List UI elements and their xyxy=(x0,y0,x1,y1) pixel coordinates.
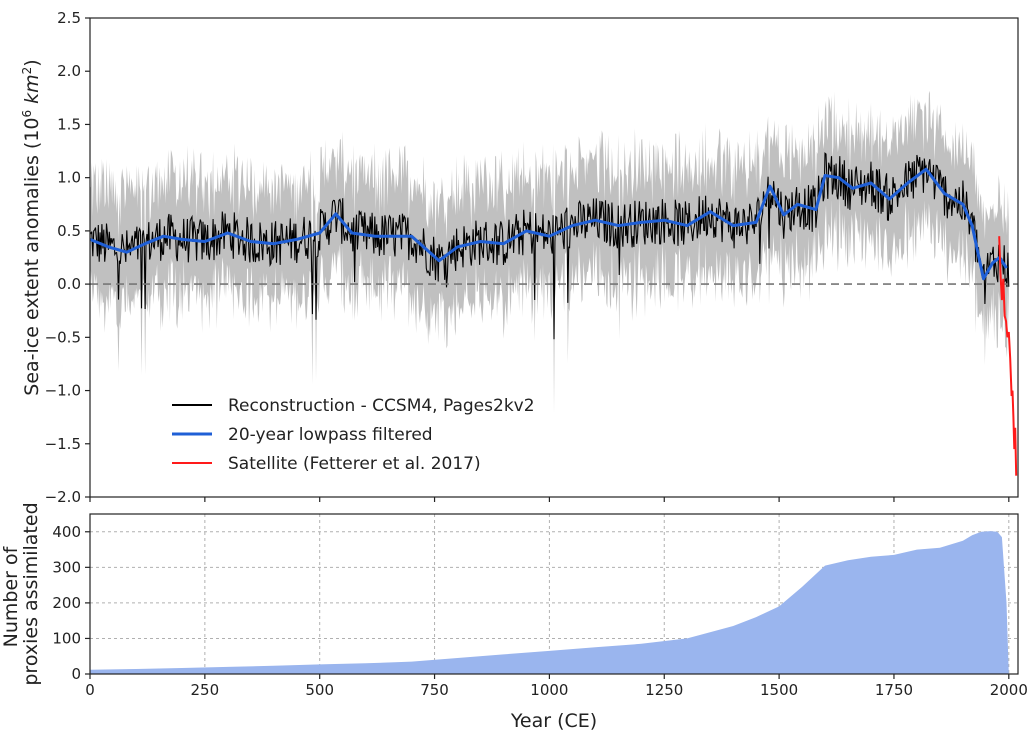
reconstruction-line xyxy=(89,152,1010,340)
top-y-tick-label: 1.5 xyxy=(57,115,81,133)
top-y-tick-label: −1.5 xyxy=(45,435,81,453)
bottom-y-tick-label: 200 xyxy=(52,594,81,612)
bottom-y-tick-label: 400 xyxy=(52,523,81,541)
bottom-x-tick-label: 1750 xyxy=(875,681,913,699)
top-y-tick-label: 2.5 xyxy=(57,9,81,27)
lowpass-line xyxy=(89,167,1008,281)
bottom-x-tick-label: 0 xyxy=(85,681,95,699)
top-y-tick-label: 0.5 xyxy=(57,222,81,240)
ylabel-sup: 6 xyxy=(20,110,34,118)
top-y-axis-title: Sea-ice extent anomalies (106 km2) xyxy=(20,59,43,395)
legend-label-lowpass: 20-year lowpass filtered xyxy=(228,425,433,445)
top-panel: −2.0 −1.5 −1.0 −0.5 0.0 0.5 1.0 1.5 2.0 2.5 Sea-i… xyxy=(20,9,1019,506)
proxies-area xyxy=(90,531,1009,674)
top-y-tick-label: −0.5 xyxy=(45,328,81,346)
bottom-x-tick-label: 250 xyxy=(191,681,220,699)
top-y-tick-label: 2.0 xyxy=(57,62,81,80)
bottom-x-tick-label: 750 xyxy=(420,681,449,699)
bottom-y-axis-ticks: 0 100 200 300 400 xyxy=(52,523,90,683)
satellite-line xyxy=(998,236,1018,476)
ylabel-main: Sea-ice extent anomalies (10 xyxy=(21,118,43,396)
lowpass-series xyxy=(89,167,1008,281)
satellite-series xyxy=(998,236,1018,476)
uncertainty-band-area xyxy=(90,90,1009,413)
uncertainty-band xyxy=(90,90,1009,413)
bottom-y-tick-label: 100 xyxy=(52,629,81,647)
bottom-x-tick-label: 2000 xyxy=(990,681,1028,699)
bottom-x-tick-label: 1250 xyxy=(645,681,683,699)
bottom-y-axis-title: Number of proxies assimilated xyxy=(0,502,42,685)
bottom-plot-frame xyxy=(89,513,1019,675)
bottom-panel: 0 100 200 300 400 0 250 500 750 1000 1250 1500 1750… xyxy=(0,502,1028,732)
legend-label-satellite: Satellite (Fetterer et al. 2017) xyxy=(228,454,481,474)
legend-label-reconstruction: Reconstruction - CCSM4, Pages2kv2 xyxy=(228,396,535,416)
reconstruction-series xyxy=(89,152,1010,340)
ylabel-close: ) xyxy=(21,59,43,66)
bottom-x-tick-label: 1500 xyxy=(760,681,798,699)
bottom-ylabel-line1: Number of xyxy=(0,545,22,647)
ylabel-unit: km xyxy=(21,74,43,110)
top-y-tick-label: −2.0 xyxy=(45,488,81,506)
top-plot-frame xyxy=(89,17,1019,498)
bottom-x-tick-label: 1000 xyxy=(530,681,568,699)
bottom-ylabel-line2: proxies assimilated xyxy=(20,502,42,685)
bottom-y-tick-label: 0 xyxy=(71,665,81,683)
top-y-tick-label: 0.0 xyxy=(57,275,81,293)
top-y-tick-label: 1.0 xyxy=(57,169,81,187)
bottom-x-axis-ticks: 0 250 500 750 1000 1250 1500 1750 2000 xyxy=(85,674,1028,699)
top-x-axis-ticks xyxy=(89,497,1010,502)
legend: Reconstruction - CCSM4, Pages2kv2 20-yea… xyxy=(172,396,535,474)
x-axis-title: Year (CE) xyxy=(510,710,597,732)
top-y-axis-ticks: −2.0 −1.5 −1.0 −0.5 0.0 0.5 1.0 1.5 2.0 2.5 xyxy=(45,9,90,506)
top-y-tick-label: −1.0 xyxy=(45,382,81,400)
bottom-y-tick-label: 300 xyxy=(52,558,81,576)
bottom-x-tick-label: 500 xyxy=(305,681,334,699)
ylabel-unit-sup: 2 xyxy=(20,67,34,75)
